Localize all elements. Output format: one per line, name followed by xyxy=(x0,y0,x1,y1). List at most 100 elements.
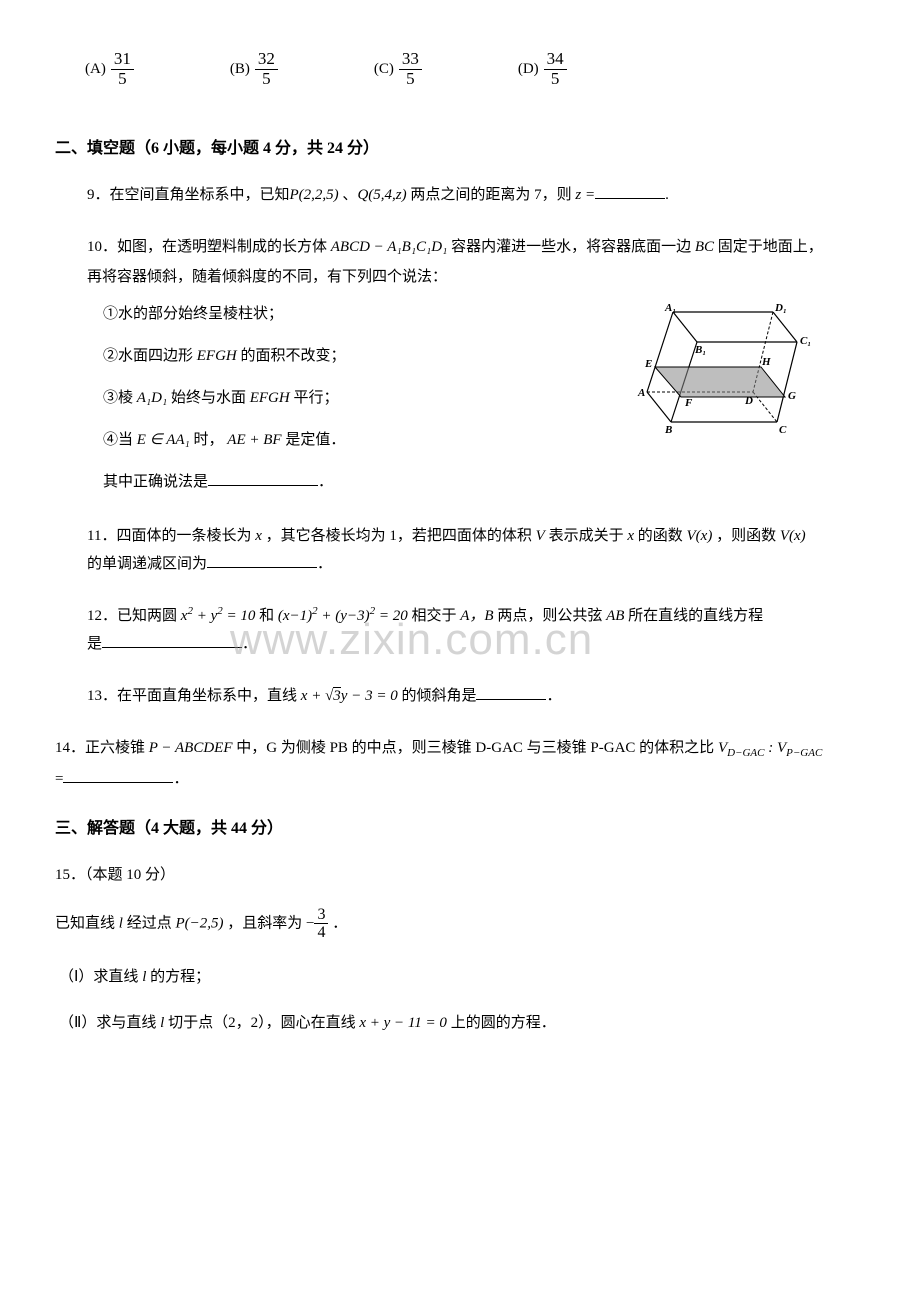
q11-d: 的函数 xyxy=(634,528,687,544)
option-a-label: (A) xyxy=(85,57,106,81)
q15-sd: ． xyxy=(328,915,347,931)
q10-sum: AE + BF xyxy=(224,432,282,448)
option-c-label: (C) xyxy=(374,57,394,81)
q11-a: 11．四面体的一条棱长为 xyxy=(87,528,255,544)
section2-header: 二、填空题（6 小题，每小题 4 分，共 24 分） xyxy=(55,136,865,162)
q15-part1: （Ⅰ）求直线 l 的方程； xyxy=(55,962,865,992)
q10-bc: BC xyxy=(695,239,714,255)
q12: 12．已知两圆 x2 + y2 = 10 和 (x−1)2 + (y−3)2 =… xyxy=(55,601,865,659)
option-b-label: (B) xyxy=(230,57,250,81)
svg-text:C₁: C₁ xyxy=(800,335,811,347)
q10-i4a: ④当 xyxy=(103,432,137,448)
q15-p2c: 上的圆的方程． xyxy=(447,1015,556,1031)
q10-cube: ABCD − A₁B₁C₁D₁ xyxy=(331,239,448,255)
q9-mid1: 、 xyxy=(339,187,358,203)
q11-e: ，则函数 xyxy=(712,528,780,544)
q13: 13．在平面直角坐标系中，直线 x + √3y − 3 = 0 的倾斜角是． xyxy=(55,681,865,711)
q15-circline: x + y − 11 = 0 xyxy=(359,1015,447,1031)
q13-b: 的倾斜角是 xyxy=(398,688,477,704)
q10-blank xyxy=(208,471,318,486)
q11: 11．四面体的一条棱长为 x ，其它各棱长均为 1，若把四面体的体积 V 表示成… xyxy=(55,522,865,579)
svg-text:D₁: D₁ xyxy=(774,302,787,314)
option-b: (B) 32 5 xyxy=(230,50,278,88)
q12-eq1: x2 + y2 = 10 xyxy=(181,608,256,624)
q15-p2b: 切于点（2，2），圆心在直线 xyxy=(164,1015,359,1031)
q14-eq: = xyxy=(55,771,63,787)
q12-blank xyxy=(102,633,242,648)
q12-b: 相交于 xyxy=(408,608,461,624)
svg-text:B: B xyxy=(664,424,672,436)
option-c-frac: 33 5 xyxy=(399,50,422,88)
q9: 9．在空间直角坐标系中，已知P(2,2,5) 、Q(5,4,z) 两点之间的距离… xyxy=(55,180,865,210)
svg-text:D: D xyxy=(744,395,753,407)
q9-suffix: . xyxy=(665,187,669,203)
q10-i2b: 的面积不改变； xyxy=(237,348,346,364)
option-b-frac: 32 5 xyxy=(255,50,278,88)
q15-p2a: （Ⅱ）求与直线 xyxy=(59,1015,160,1031)
svg-text:A₁: A₁ xyxy=(664,302,676,314)
q11-l2b: ． xyxy=(317,556,332,572)
q11-Vx1: V(x) xyxy=(687,528,713,544)
q14-suf: ． xyxy=(173,771,188,787)
option-a-frac: 31 5 xyxy=(111,50,134,88)
q9-P: P(2,2,5) xyxy=(290,187,339,203)
q10-i2a: ②水面四边形 xyxy=(103,348,197,364)
option-a: (A) 31 5 xyxy=(85,50,134,88)
q9-mid2: 两点之间的距离为 7，则 xyxy=(407,187,572,203)
svg-text:H: H xyxy=(761,356,771,368)
q11-l2a: 的单调递减区间为 xyxy=(87,556,207,572)
q9-z: z = xyxy=(572,187,595,203)
q11-b: ，其它各棱长均为 1，若把四面体的体积 xyxy=(262,528,536,544)
q13-blank xyxy=(476,685,546,700)
q10-concl-suf: ． xyxy=(318,474,333,490)
q15-neg: − xyxy=(306,915,314,931)
q14-blank xyxy=(63,768,173,783)
q10-i3c: 平行； xyxy=(290,390,339,406)
q11-V: V xyxy=(536,528,545,544)
q13-eq: x + √3y − 3 = 0 xyxy=(301,687,398,704)
q14-a: 14．正六棱锥 xyxy=(55,740,149,756)
q12-a: 12．已知两圆 xyxy=(87,608,181,624)
q14: 14．正六棱锥 P − ABCDEF 中，G 为侧棱 PB 的中点，则三棱锥 D… xyxy=(87,733,865,794)
q10-i4b: 时， xyxy=(190,432,224,448)
q10-l1a: 10．如图，在透明塑料制成的长方体 xyxy=(87,239,331,255)
q11-x1: x xyxy=(255,528,262,544)
q12-d: 所在直线的直线方程 xyxy=(624,608,763,624)
q11-x2: x xyxy=(627,528,634,544)
option-d-label: (D) xyxy=(518,57,539,81)
section3-header: 三、解答题（4 大题，共 44 分） xyxy=(55,816,865,842)
q10-i3b: 始终与水面 xyxy=(167,390,250,406)
svg-text:F: F xyxy=(684,397,693,409)
q15-P: P(−2,5) xyxy=(175,915,223,931)
q15-frac: 34 xyxy=(314,906,328,942)
svg-text:G: G xyxy=(788,390,796,402)
q11-c: 表示成关于 xyxy=(545,528,628,544)
q10-a1d1: A₁D₁ xyxy=(137,390,167,406)
q13-c: ． xyxy=(546,688,561,704)
svg-text:A: A xyxy=(637,387,645,399)
q15-head: 15．（本题 10 分） xyxy=(55,860,865,890)
option-c: (C) 33 5 xyxy=(374,50,422,88)
q12-c: 两点，则公共弦 xyxy=(494,608,607,624)
q12-mid: 和 xyxy=(255,608,278,624)
svg-text:B₁: B₁ xyxy=(694,344,706,356)
q14-pyr: P − ABCDEF xyxy=(149,740,233,756)
q10-efgh2: EFGH xyxy=(250,390,290,406)
q11-Vx2: V(x) xyxy=(780,528,806,544)
q15-p1a: （Ⅰ）求直线 xyxy=(59,969,142,985)
q15-sa: 已知直线 xyxy=(55,915,119,931)
q10-concl-text: 其中正确说法是 xyxy=(103,474,208,490)
q15-p1b: 的方程； xyxy=(146,969,210,985)
svg-text:E: E xyxy=(644,358,652,370)
q10-figure: A₁ D₁ B₁ C₁ E H A F D G B C xyxy=(635,302,825,455)
q10-efgh: EFGH xyxy=(197,348,237,364)
q14-b: 中，G 为侧棱 PB 的中点，则三棱锥 D-GAC 与三棱锥 P-GAC 的体积… xyxy=(233,740,718,756)
option-d-frac: 34 5 xyxy=(544,50,567,88)
q12-abc: AB xyxy=(606,608,624,624)
q9-Q: Q(5,4,z) xyxy=(357,187,406,203)
q12-ab: A，B xyxy=(460,608,493,624)
q15-stem: 已知直线 l 经过点 P(−2,5) ，且斜率为 −34 ． xyxy=(55,906,865,942)
q10-concl: 其中正确说法是 ． xyxy=(55,470,865,494)
q10-l1b: 容器内灌进一些水，将容器底面一边 xyxy=(447,239,695,255)
q10-body: A₁ D₁ B₁ C₁ E H A F D G B C ①水的部分始终呈棱柱状；… xyxy=(55,302,865,512)
